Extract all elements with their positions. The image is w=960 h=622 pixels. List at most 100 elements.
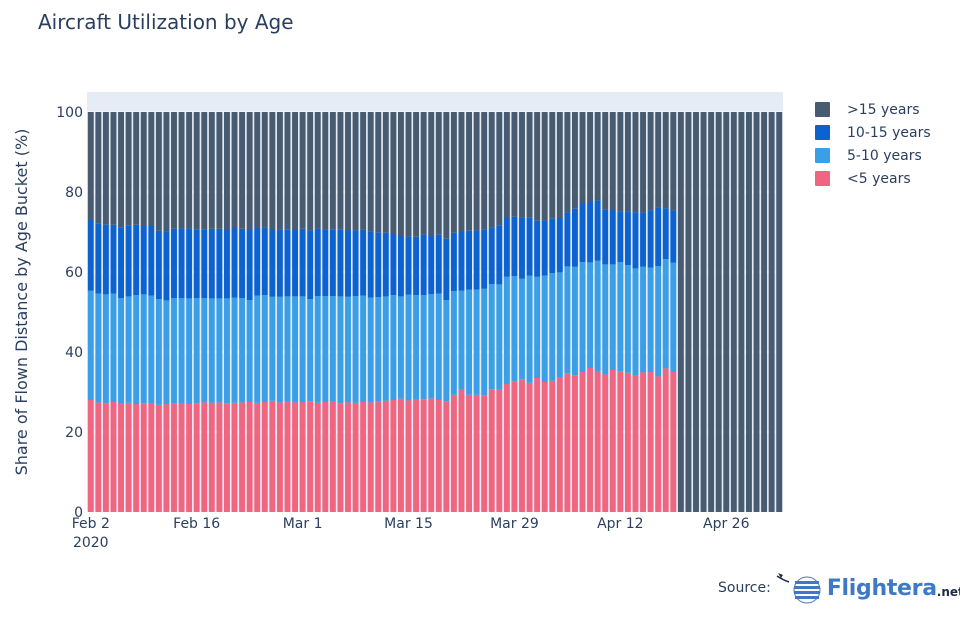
legend-item[interactable]: <5 years — [815, 167, 931, 190]
bar-segment — [526, 112, 533, 218]
bar-segment — [337, 296, 344, 404]
bar-segment — [322, 296, 329, 402]
bar-segment — [155, 404, 162, 512]
bar-segment — [761, 112, 768, 512]
bar-segment — [231, 297, 238, 403]
bar-segment — [292, 402, 298, 512]
bar-segment — [549, 273, 556, 381]
bar-segment — [125, 296, 132, 403]
bar-segment — [655, 376, 662, 512]
bar-segment — [564, 266, 571, 374]
bar-segment — [171, 298, 177, 404]
bar-segment — [670, 372, 677, 512]
bar-segment — [133, 224, 140, 296]
x-tick-sublabel: 2020 — [73, 535, 109, 551]
bar-segment — [382, 400, 389, 512]
bar-segment — [155, 230, 162, 300]
bar-segment — [125, 112, 132, 226]
bar-segment — [382, 112, 389, 233]
bar-segment — [201, 229, 208, 298]
bar-segment — [602, 264, 609, 375]
bar-segment — [435, 293, 442, 400]
y-tick-label: 80 — [65, 185, 83, 201]
bar-segment — [541, 112, 548, 221]
bar-segment — [647, 372, 654, 512]
bar-segment — [481, 288, 488, 396]
bar-segment — [337, 403, 344, 512]
bar-segment — [133, 295, 140, 404]
x-tick-label: Apr 12 — [597, 516, 643, 532]
bar-segment — [314, 296, 321, 403]
bar-segment — [579, 204, 586, 262]
bar-segment — [360, 402, 367, 512]
bar-segment — [390, 295, 397, 400]
bar-segment — [239, 112, 246, 229]
bar-segment — [163, 404, 170, 512]
bar-segment — [208, 228, 215, 299]
bar-segment — [640, 266, 646, 373]
legend: >15 years 10-15 years 5-10 years <5 years — [815, 98, 931, 190]
bar-segment — [284, 112, 291, 230]
bar-segment — [413, 295, 420, 400]
bar-segment — [261, 112, 268, 228]
bar-segment — [118, 112, 124, 228]
bar-segment — [269, 112, 276, 230]
bar-segment — [647, 112, 654, 211]
bar-segment — [382, 232, 389, 297]
bar-segment — [466, 289, 472, 395]
legend-item[interactable]: 10-15 years — [815, 121, 931, 144]
bar-segment — [239, 298, 246, 403]
bar-segment — [640, 212, 646, 267]
bar-segment — [609, 112, 616, 210]
bar-segment — [572, 112, 578, 209]
bar-segment — [579, 372, 586, 512]
bar-segment — [662, 259, 669, 369]
bar-segment — [617, 262, 624, 372]
brand-suffix: .net — [936, 585, 960, 599]
bar-segment — [466, 112, 472, 231]
bar-segment — [655, 266, 662, 377]
bar-segment — [481, 395, 488, 512]
bar-segment — [87, 400, 94, 512]
bar-segment — [148, 226, 155, 296]
x-tick-label: Mar 15 — [384, 516, 433, 532]
bar-segment — [420, 234, 427, 296]
bar-segment — [420, 295, 427, 400]
source-attribution: Source: Flightera .net — [718, 570, 960, 606]
bar-segment — [95, 402, 102, 512]
legend-swatch — [815, 171, 830, 186]
bar-segment — [617, 371, 624, 512]
legend-item[interactable]: 5-10 years — [815, 144, 931, 167]
bar-segment — [390, 234, 397, 296]
bar-segment — [102, 294, 109, 404]
bar-segment — [352, 230, 359, 296]
bar-segment — [239, 228, 246, 298]
bar-segment — [602, 209, 609, 265]
bar-segment — [632, 112, 639, 213]
bar-segment — [276, 229, 283, 297]
bar-segment — [261, 402, 268, 512]
bar-segment — [201, 298, 208, 403]
bar-segment — [284, 229, 291, 297]
x-tick-label: Mar 1 — [283, 516, 323, 532]
bar-segment — [193, 112, 200, 230]
bar-segment — [375, 112, 382, 233]
bar-segment — [662, 112, 669, 209]
legend-swatch — [815, 125, 830, 140]
bar-segment — [556, 272, 563, 378]
bar-segment — [526, 382, 533, 512]
bar-segment — [450, 232, 457, 292]
legend-item[interactable]: >15 years — [815, 98, 931, 121]
bar-segment — [420, 112, 427, 235]
bar-segment — [171, 228, 177, 298]
bar-segment — [556, 112, 563, 218]
brand-name: Flightera — [826, 575, 937, 601]
x-tick-label: Feb 2 — [72, 516, 110, 532]
bar-segment — [155, 299, 162, 405]
bar-segment — [549, 112, 556, 219]
bar-segment — [473, 289, 480, 395]
x-tick-label: Mar 29 — [490, 516, 539, 532]
bar-segment — [488, 284, 495, 390]
y-tick-label: 40 — [65, 345, 83, 361]
bar-segment — [269, 230, 276, 297]
